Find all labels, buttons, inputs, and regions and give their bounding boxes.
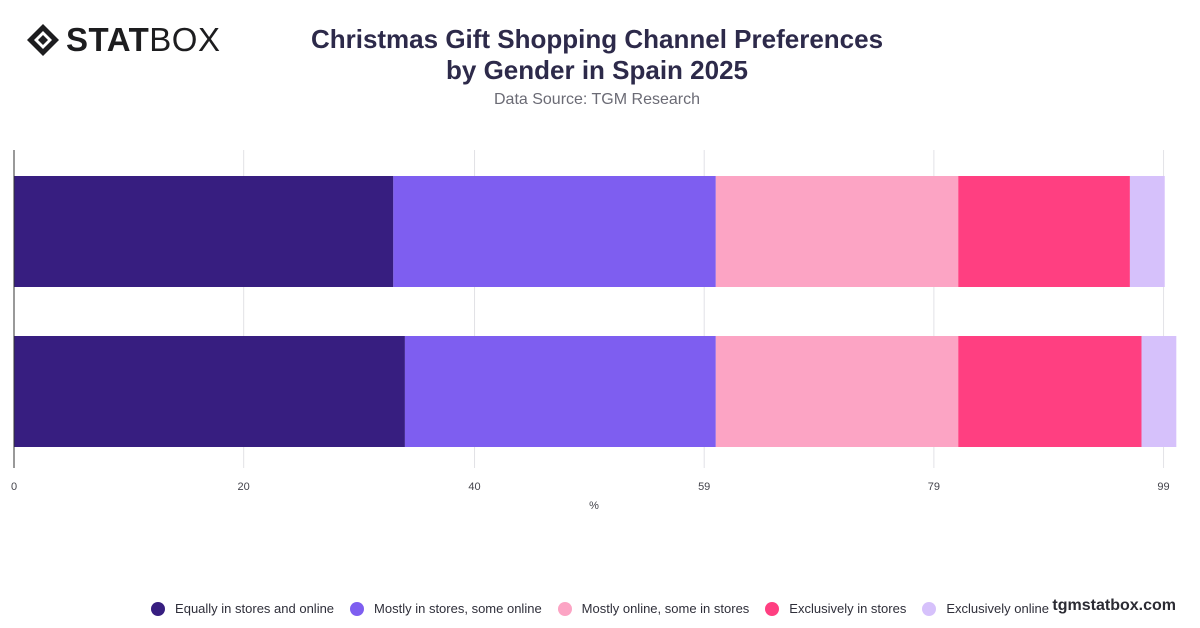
stacked-bar-chart: 0 20 40 59 79 99% <box>11 150 1177 512</box>
legend-label: Exclusively online <box>946 601 1049 616</box>
diamond-logo-icon <box>27 24 59 56</box>
logo-text-bold: STAT <box>66 21 150 58</box>
bar-segment <box>715 176 959 287</box>
logo-wordmark: STATBOX <box>66 22 220 58</box>
x-tick-label: 79 <box>928 481 940 493</box>
x-tick-label: 0 <box>11 481 17 493</box>
legend-label: Mostly online, some in stores <box>581 601 750 616</box>
chart-legend: Equally in stores and online Mostly in st… <box>0 601 1200 616</box>
x-tick-label: 59 <box>698 481 710 493</box>
legend-item[interactable]: Exclusively in stores <box>765 601 906 616</box>
bar-segment <box>958 336 1142 447</box>
bar-segment <box>14 176 394 287</box>
legend-swatch <box>350 601 365 616</box>
bar-segment <box>715 336 959 447</box>
legend-swatch <box>922 601 937 616</box>
legend-item[interactable]: Equally in stores and online <box>151 601 334 616</box>
bar-segment <box>1129 176 1165 287</box>
x-axis-label: % <box>589 500 599 512</box>
bar-segment <box>393 176 716 287</box>
bar-segment <box>958 176 1130 287</box>
x-tick-label: 99 <box>1157 481 1169 493</box>
statbox-logo: STATBOX <box>26 22 220 58</box>
legend-swatch <box>151 601 166 616</box>
legend-swatch <box>557 601 572 616</box>
logo-text-light: BOX <box>149 21 221 58</box>
bar-segment <box>1141 336 1177 447</box>
watermark: tgmstatbox.com <box>1052 597 1176 614</box>
chart-subtitle: Data Source: TGM Research <box>493 91 700 108</box>
legend-item[interactable]: Mostly online, some in stores <box>557 601 750 616</box>
chart-title: Christmas Gift Shopping Channel Preferen… <box>310 24 884 85</box>
legend-label: Mostly in stores, some online <box>374 601 542 616</box>
legend-swatch <box>765 601 780 616</box>
x-tick-label: 40 <box>468 481 480 493</box>
bar-segment <box>14 336 405 447</box>
legend-label: Exclusively in stores <box>789 601 907 616</box>
legend-item[interactable]: Mostly in stores, some online <box>350 601 542 616</box>
x-tick-label: 20 <box>238 481 250 493</box>
bar-segment <box>404 336 716 447</box>
legend-label: Equally in stores and online <box>175 601 335 616</box>
legend-item[interactable]: Exclusively online <box>922 601 1049 616</box>
